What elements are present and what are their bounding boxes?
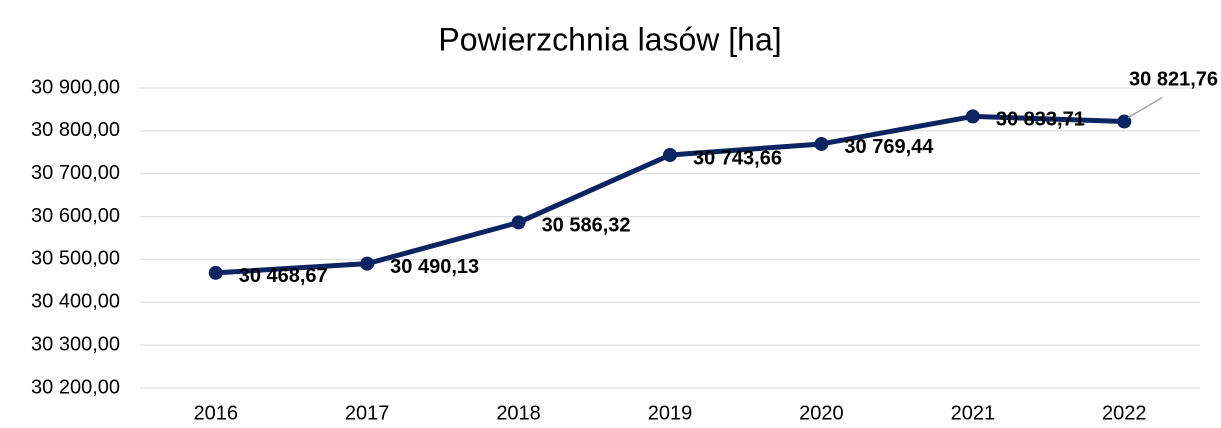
data-label: 30 586,32 — [542, 215, 631, 237]
y-tick-label: 30 700,00 — [31, 162, 120, 184]
marker — [663, 148, 677, 163]
data-label: 30 769,44 — [844, 136, 934, 158]
leader-line — [1127, 96, 1163, 119]
data-label: 30 821,76 — [1129, 68, 1218, 90]
data-label: 30 468,67 — [239, 265, 328, 287]
x-tick-label: 2016 — [193, 402, 238, 424]
marker — [814, 136, 829, 151]
marker — [360, 256, 375, 271]
data-label: 30 833,71 — [996, 109, 1085, 131]
marker — [965, 109, 980, 124]
y-tick-label: 30 600,00 — [31, 205, 120, 227]
marker — [511, 215, 526, 230]
x-tick-label: 2017 — [345, 402, 390, 424]
y-tick-label: 30 800,00 — [31, 119, 120, 141]
y-tick-label: 30 500,00 — [31, 248, 120, 270]
marker — [1117, 114, 1132, 129]
y-tick-label: 30 900,00 — [31, 76, 120, 98]
line — [215, 113, 1125, 276]
y-tick-label: 30 300,00 — [31, 333, 120, 355]
x-tick-label: 2018 — [496, 402, 541, 424]
data-label: 30 490,13 — [390, 256, 479, 278]
x-tick-label: 2021 — [951, 402, 996, 424]
y-tick-label: 30 400,00 — [31, 291, 120, 313]
marker — [208, 265, 223, 280]
chart-title: Powierzchnia lasów [ha] — [438, 21, 781, 57]
x-tick-label: 2019 — [648, 402, 693, 424]
x-tick-label: 2020 — [799, 402, 844, 424]
x-tick-label: 2022 — [1102, 402, 1147, 424]
data-label: 30 743,66 — [693, 147, 782, 169]
y-tick-label: 30 200,00 — [31, 376, 120, 398]
